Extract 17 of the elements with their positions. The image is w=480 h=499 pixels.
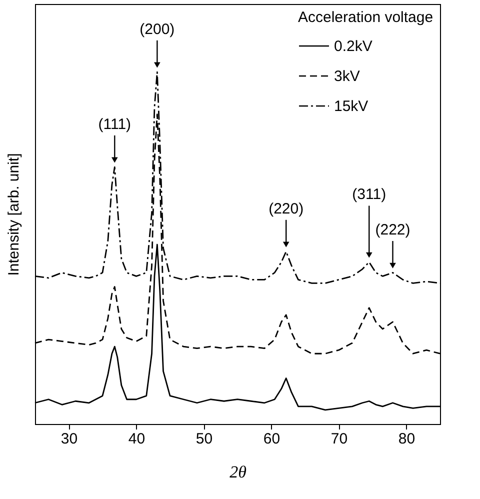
x-tick-label: 60 [263,430,280,448]
legend-label: 0.2kV [334,38,372,55]
x-tick-label: 30 [60,430,78,448]
x-tick-label: 40 [128,430,146,448]
legend-title: Acceleration voltage [298,9,434,26]
y-axis-title: Intensity [arb. unit] [6,153,22,276]
annotation: (222) [375,221,410,238]
x-tick-label: 50 [196,430,213,448]
annotation: (200) [140,20,175,38]
x-tick-label: 70 [330,430,348,448]
annotation: (220) [268,200,304,218]
annotation: (111) [98,116,132,133]
legend-label: 15kV [334,98,368,115]
x-tick-label: 80 [398,430,416,448]
legend-label: 3kV [334,68,360,85]
annotation: (311) [352,186,386,204]
x-axis-title: 2θ [230,462,246,482]
